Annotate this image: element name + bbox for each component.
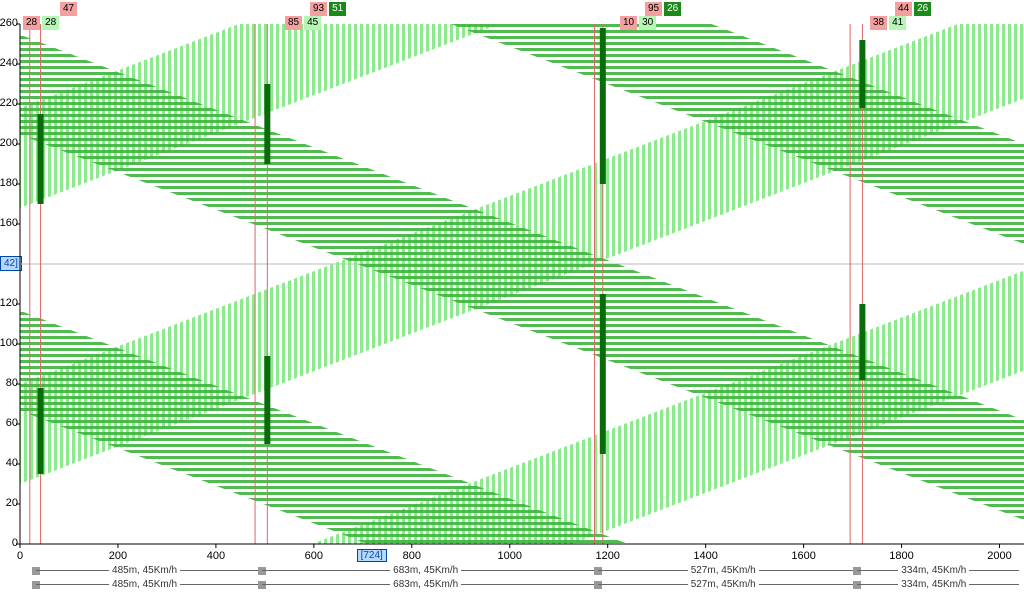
phase-pink-value: 47 xyxy=(60,2,77,16)
phase-bar xyxy=(859,40,865,108)
phase-bar xyxy=(38,114,44,204)
phase-label-group: 47 xyxy=(60,2,77,16)
phase-label-group: 8545 xyxy=(285,16,321,30)
phase-pink-value: 28 xyxy=(23,16,40,30)
phase-green-value: 41 xyxy=(889,16,906,30)
signal-timing-chart: 020406080100120160180200220240260 020040… xyxy=(0,0,1024,597)
phase-bar xyxy=(264,84,270,164)
phase-darkgreen-value: 51 xyxy=(329,2,346,16)
phase-darkgreen-value: 26 xyxy=(664,2,681,16)
phase-label-group: 9351 xyxy=(310,2,346,16)
phase-bar xyxy=(264,356,270,444)
phase-pink-value: 95 xyxy=(645,2,662,16)
phase-bar xyxy=(38,388,44,474)
phase-pink-value: 10 xyxy=(620,16,637,30)
phase-bar xyxy=(600,294,606,454)
phase-pink-value: 93 xyxy=(310,2,327,16)
phase-pink-value: 44 xyxy=(895,2,912,16)
phase-label-group: 2828 xyxy=(23,16,59,30)
phase-green-value: 28 xyxy=(42,16,59,30)
phase-label-group: 1030 xyxy=(620,16,656,30)
phase-label-group: 3841 xyxy=(870,16,906,30)
phase-label-group: 9526 xyxy=(645,2,681,16)
phase-green-value: 30 xyxy=(639,16,656,30)
phase-pink-value: 38 xyxy=(870,16,887,30)
phase-label-group: 4426 xyxy=(895,2,931,16)
phase-pink-value: 85 xyxy=(285,16,302,30)
phase-green-value: 45 xyxy=(304,16,321,30)
phase-darkgreen-value: 26 xyxy=(914,2,931,16)
phase-bar xyxy=(600,28,606,184)
phase-bar xyxy=(859,304,865,380)
